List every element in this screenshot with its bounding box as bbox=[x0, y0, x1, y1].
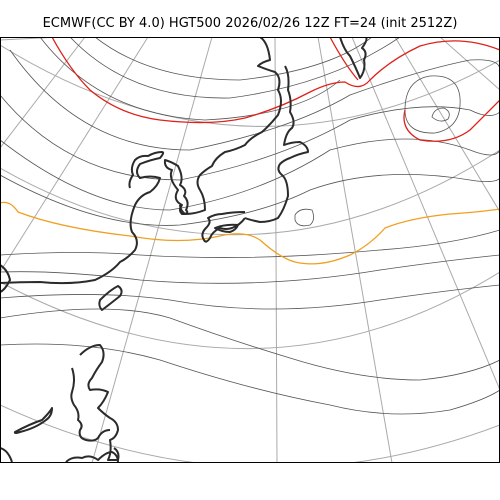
map-panel bbox=[0, 37, 500, 463]
china-coastline bbox=[0, 447, 13, 463]
japan-coastline bbox=[79, 344, 120, 461]
meridian-line bbox=[91, 37, 213, 463]
mainland-coastline bbox=[0, 264, 11, 293]
low-center-contour bbox=[431, 107, 450, 122]
meridian-line bbox=[394, 37, 500, 213]
island-coastline bbox=[98, 285, 123, 311]
meridian-line bbox=[439, 37, 500, 91]
meridian-line bbox=[0, 37, 86, 149]
graticule-meridians bbox=[0, 37, 500, 463]
contour-line bbox=[9, 49, 500, 151]
kuril-coastline bbox=[201, 211, 246, 243]
contour-line bbox=[0, 284, 500, 310]
kamchatka-coastline bbox=[179, 37, 282, 215]
contour-line bbox=[0, 138, 500, 211]
kuril-coastline bbox=[214, 223, 239, 233]
contour-line bbox=[69, 37, 401, 99]
parallel-line bbox=[0, 44, 500, 127]
contour-line bbox=[0, 254, 500, 284]
contour-line bbox=[0, 173, 500, 226]
contour-line bbox=[0, 94, 500, 181]
korea-coastline bbox=[13, 407, 53, 434]
contour-line bbox=[0, 308, 500, 381]
meridian-line bbox=[351, 37, 500, 391]
meridian-line bbox=[274, 37, 278, 463]
alaska-coastline bbox=[339, 37, 368, 79]
contour-5700-line bbox=[0, 201, 500, 265]
low-center-contour bbox=[404, 75, 461, 134]
ryukyu-coastline bbox=[65, 451, 119, 463]
small-closed-contour bbox=[294, 208, 314, 227]
peninsula-coastline bbox=[244, 65, 309, 223]
contour-5400-line bbox=[51, 37, 500, 142]
japan-coastline bbox=[70, 367, 111, 442]
map-title: ECMWF(CC BY 4.0) HGT500 2026/02/26 12Z F… bbox=[42, 16, 458, 31]
parallel-line bbox=[0, 404, 500, 463]
parallel-line bbox=[0, 271, 500, 349]
contour-line bbox=[39, 37, 341, 121]
map-border bbox=[0, 37, 500, 463]
contour-line bbox=[0, 343, 500, 415]
parallel-line bbox=[0, 149, 500, 236]
meridian-line bbox=[317, 37, 393, 463]
contour-line bbox=[0, 229, 500, 258]
coastlines bbox=[0, 37, 368, 463]
height-contours bbox=[0, 37, 500, 415]
map-canvas bbox=[0, 37, 500, 463]
sakhalin-coastline bbox=[163, 159, 189, 215]
graticule-parallels bbox=[0, 44, 500, 463]
mainland-coastline bbox=[0, 151, 165, 285]
